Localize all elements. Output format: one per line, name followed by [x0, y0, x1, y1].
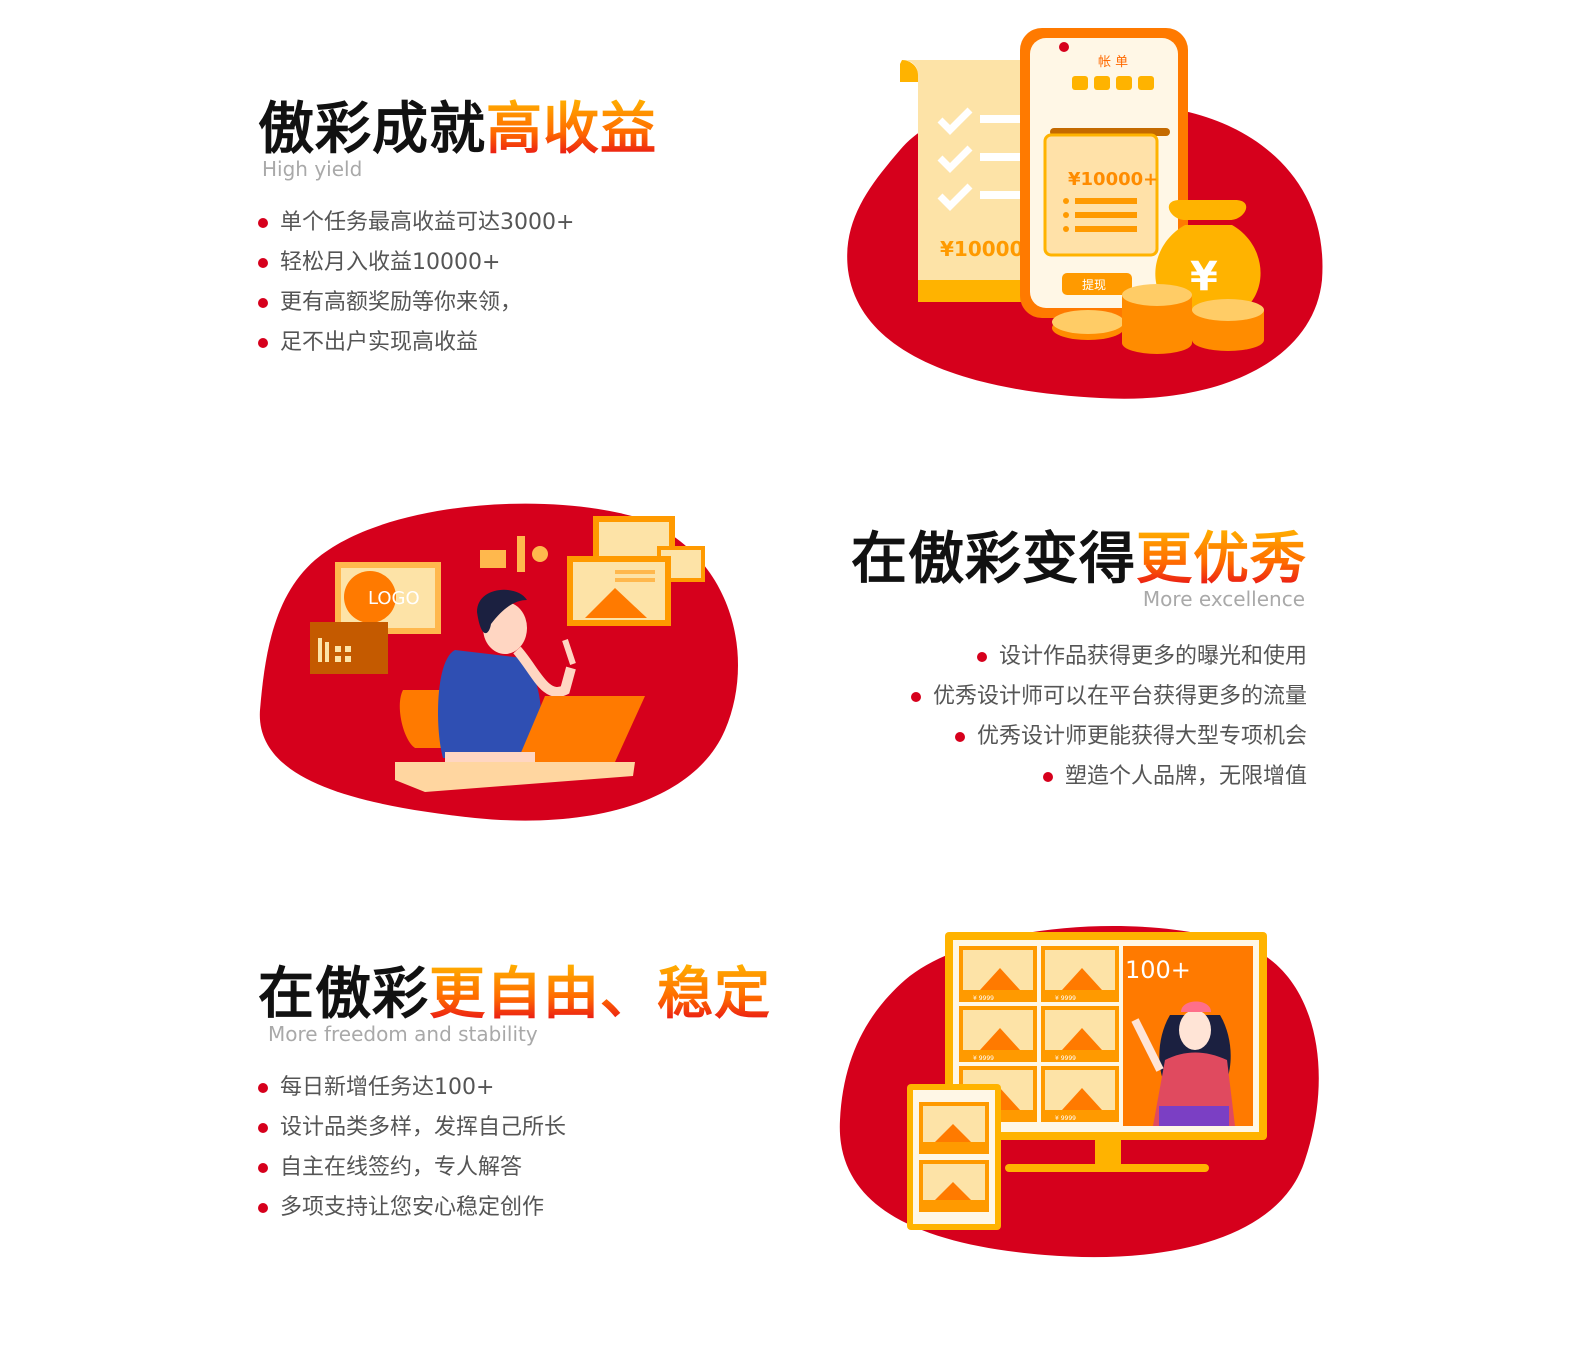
bullet-dot-icon — [258, 1083, 268, 1093]
bullet-dot-icon — [910, 692, 921, 702]
feature-item: 设计品类多样，发挥自己所长 — [258, 1108, 771, 1148]
feature-item: 单个任务最高收益可达3000+ — [258, 203, 657, 243]
receipt-icon: ¥10000 — [900, 60, 1050, 302]
svg-text:¥10000+: ¥10000+ — [1068, 169, 1158, 190]
tablet-icon — [907, 1084, 1001, 1230]
feature-item: 优秀设计师更能获得大型专项机会 — [851, 717, 1307, 757]
bullet-dot-icon — [976, 652, 987, 662]
svg-text:¥: ¥ — [1190, 254, 1218, 300]
desk-icon — [395, 762, 635, 792]
section-high-yield: 傲彩成就高收益 High yield 单个任务最高收益可达3000+ 轻松月入收… — [0, 0, 1573, 440]
svg-text:100+: 100+ — [1125, 956, 1191, 984]
section-title: 在傲彩更自由、稳定 — [258, 960, 771, 1030]
svg-text:¥ 9999: ¥ 9999 — [1055, 995, 1076, 1002]
text-block-high-yield: 傲彩成就高收益 High yield 单个任务最高收益可达3000+ 轻松月入收… — [258, 95, 657, 363]
feature-item: 塑造个人品牌，无限增值 — [851, 757, 1307, 797]
bullet-dot-icon — [1042, 772, 1053, 782]
illustration-designer-laptop: LOGO — [255, 500, 745, 830]
feature-item: 多项支持让您安心稳定创作 — [258, 1188, 771, 1228]
svg-text:提现: 提现 — [1082, 277, 1106, 292]
svg-text:¥ 9999: ¥ 9999 — [973, 1055, 994, 1062]
title-main: 傲彩成就 — [258, 97, 486, 162]
bullet-dot-icon — [258, 218, 268, 228]
bullet-dot-icon — [258, 258, 268, 268]
title-main: 在傲彩 — [258, 962, 429, 1027]
feature-list: 每日新增任务达100+ 设计品类多样，发挥自己所长 自主在线签约，专人解答 多项… — [258, 1068, 771, 1228]
section-freedom-stability: 在傲彩更自由、稳定 More freedom and stability 每日新… — [0, 880, 1573, 1372]
section-subtitle: More freedom and stability — [268, 1022, 538, 1046]
feature-item: 更有高额奖励等你来领， — [258, 283, 657, 323]
bullet-dot-icon — [258, 298, 268, 308]
svg-text:¥ 9999: ¥ 9999 — [973, 995, 994, 1002]
feature-list: 设计作品获得更多的曝光和使用 优秀设计师可以在平台获得更多的流量 优秀设计师更能… — [851, 637, 1307, 797]
section-subtitle: More excellence — [1142, 587, 1305, 611]
monitor-illustration: ¥ 9999 ¥ 9999 ¥ 9999 ¥ 9999 ¥ 9999 100+ — [839, 926, 1319, 1258]
section-title: 傲彩成就高收益 — [258, 95, 657, 165]
section-subtitle: High yield — [262, 157, 363, 181]
feature-list: 单个任务最高收益可达3000+ 轻松月入收益10000+ 更有高额奖励等你来领，… — [258, 203, 657, 363]
feature-item: 优秀设计师可以在平台获得更多的流量 — [851, 677, 1307, 717]
bullet-dot-icon — [258, 1163, 268, 1173]
phone-bill-illustration: ¥10000 帐 单 ¥10000+ — [847, 28, 1323, 399]
designer-person-icon — [399, 589, 576, 758]
feature-item: 设计作品获得更多的曝光和使用 — [851, 637, 1307, 677]
svg-text:LOGO: LOGO — [368, 588, 420, 609]
title-highlight: 更自由、稳定 — [429, 962, 771, 1027]
text-block-freedom-stability: 在傲彩更自由、稳定 More freedom and stability 每日新… — [258, 960, 771, 1228]
feature-item: 每日新增任务达100+ — [258, 1068, 771, 1108]
illustration-phone-bill-money: ¥10000 帐 单 ¥10000+ — [840, 20, 1330, 410]
bar-icon — [517, 536, 525, 572]
logo-card-icon: LOGO — [335, 562, 441, 634]
illustration-monitor-tasks: ¥ 9999 ¥ 9999 ¥ 9999 ¥ 9999 ¥ 9999 100+ — [835, 920, 1325, 1270]
svg-text:¥ 9999: ¥ 9999 — [1055, 1055, 1076, 1062]
laptop-icon — [517, 696, 645, 762]
task-tiles-grid: ¥ 9999 ¥ 9999 ¥ 9999 ¥ 9999 ¥ 9999 — [959, 946, 1119, 1122]
feature-item: 自主在线签约，专人解答 — [258, 1148, 771, 1188]
title-highlight: 高收益 — [486, 97, 657, 162]
live-panel: 100+ — [1123, 946, 1253, 1126]
circle-icon — [532, 546, 548, 562]
bullet-dot-icon — [258, 1123, 268, 1133]
image-card-icon — [567, 516, 705, 626]
section-title: 在傲彩变得更优秀 — [851, 525, 1307, 595]
bullet-dot-icon — [258, 338, 268, 348]
coins-icon — [1052, 284, 1264, 354]
title-main: 在傲彩变得 — [851, 527, 1136, 592]
title-highlight: 更优秀 — [1136, 527, 1307, 592]
svg-text:帐 单: 帐 单 — [1098, 55, 1128, 70]
bullet-dot-icon — [954, 732, 965, 742]
phone-icon: 帐 单 ¥10000+ 提现 — [1020, 28, 1188, 318]
folder-icon — [480, 550, 506, 568]
feature-item: 轻松月入收益10000+ — [258, 243, 657, 283]
text-block-more-excellence: 在傲彩变得更优秀 More excellence 设计作品获得更多的曝光和使用 … — [851, 525, 1307, 797]
feature-item: 足不出户实现高收益 — [258, 323, 657, 363]
section-more-excellence: LOGO — [0, 440, 1573, 880]
svg-text:¥ 9999: ¥ 9999 — [1055, 1115, 1076, 1122]
svg-text:¥10000: ¥10000 — [940, 237, 1024, 261]
designer-illustration: LOGO — [259, 503, 739, 821]
bullet-dot-icon — [258, 1203, 268, 1213]
